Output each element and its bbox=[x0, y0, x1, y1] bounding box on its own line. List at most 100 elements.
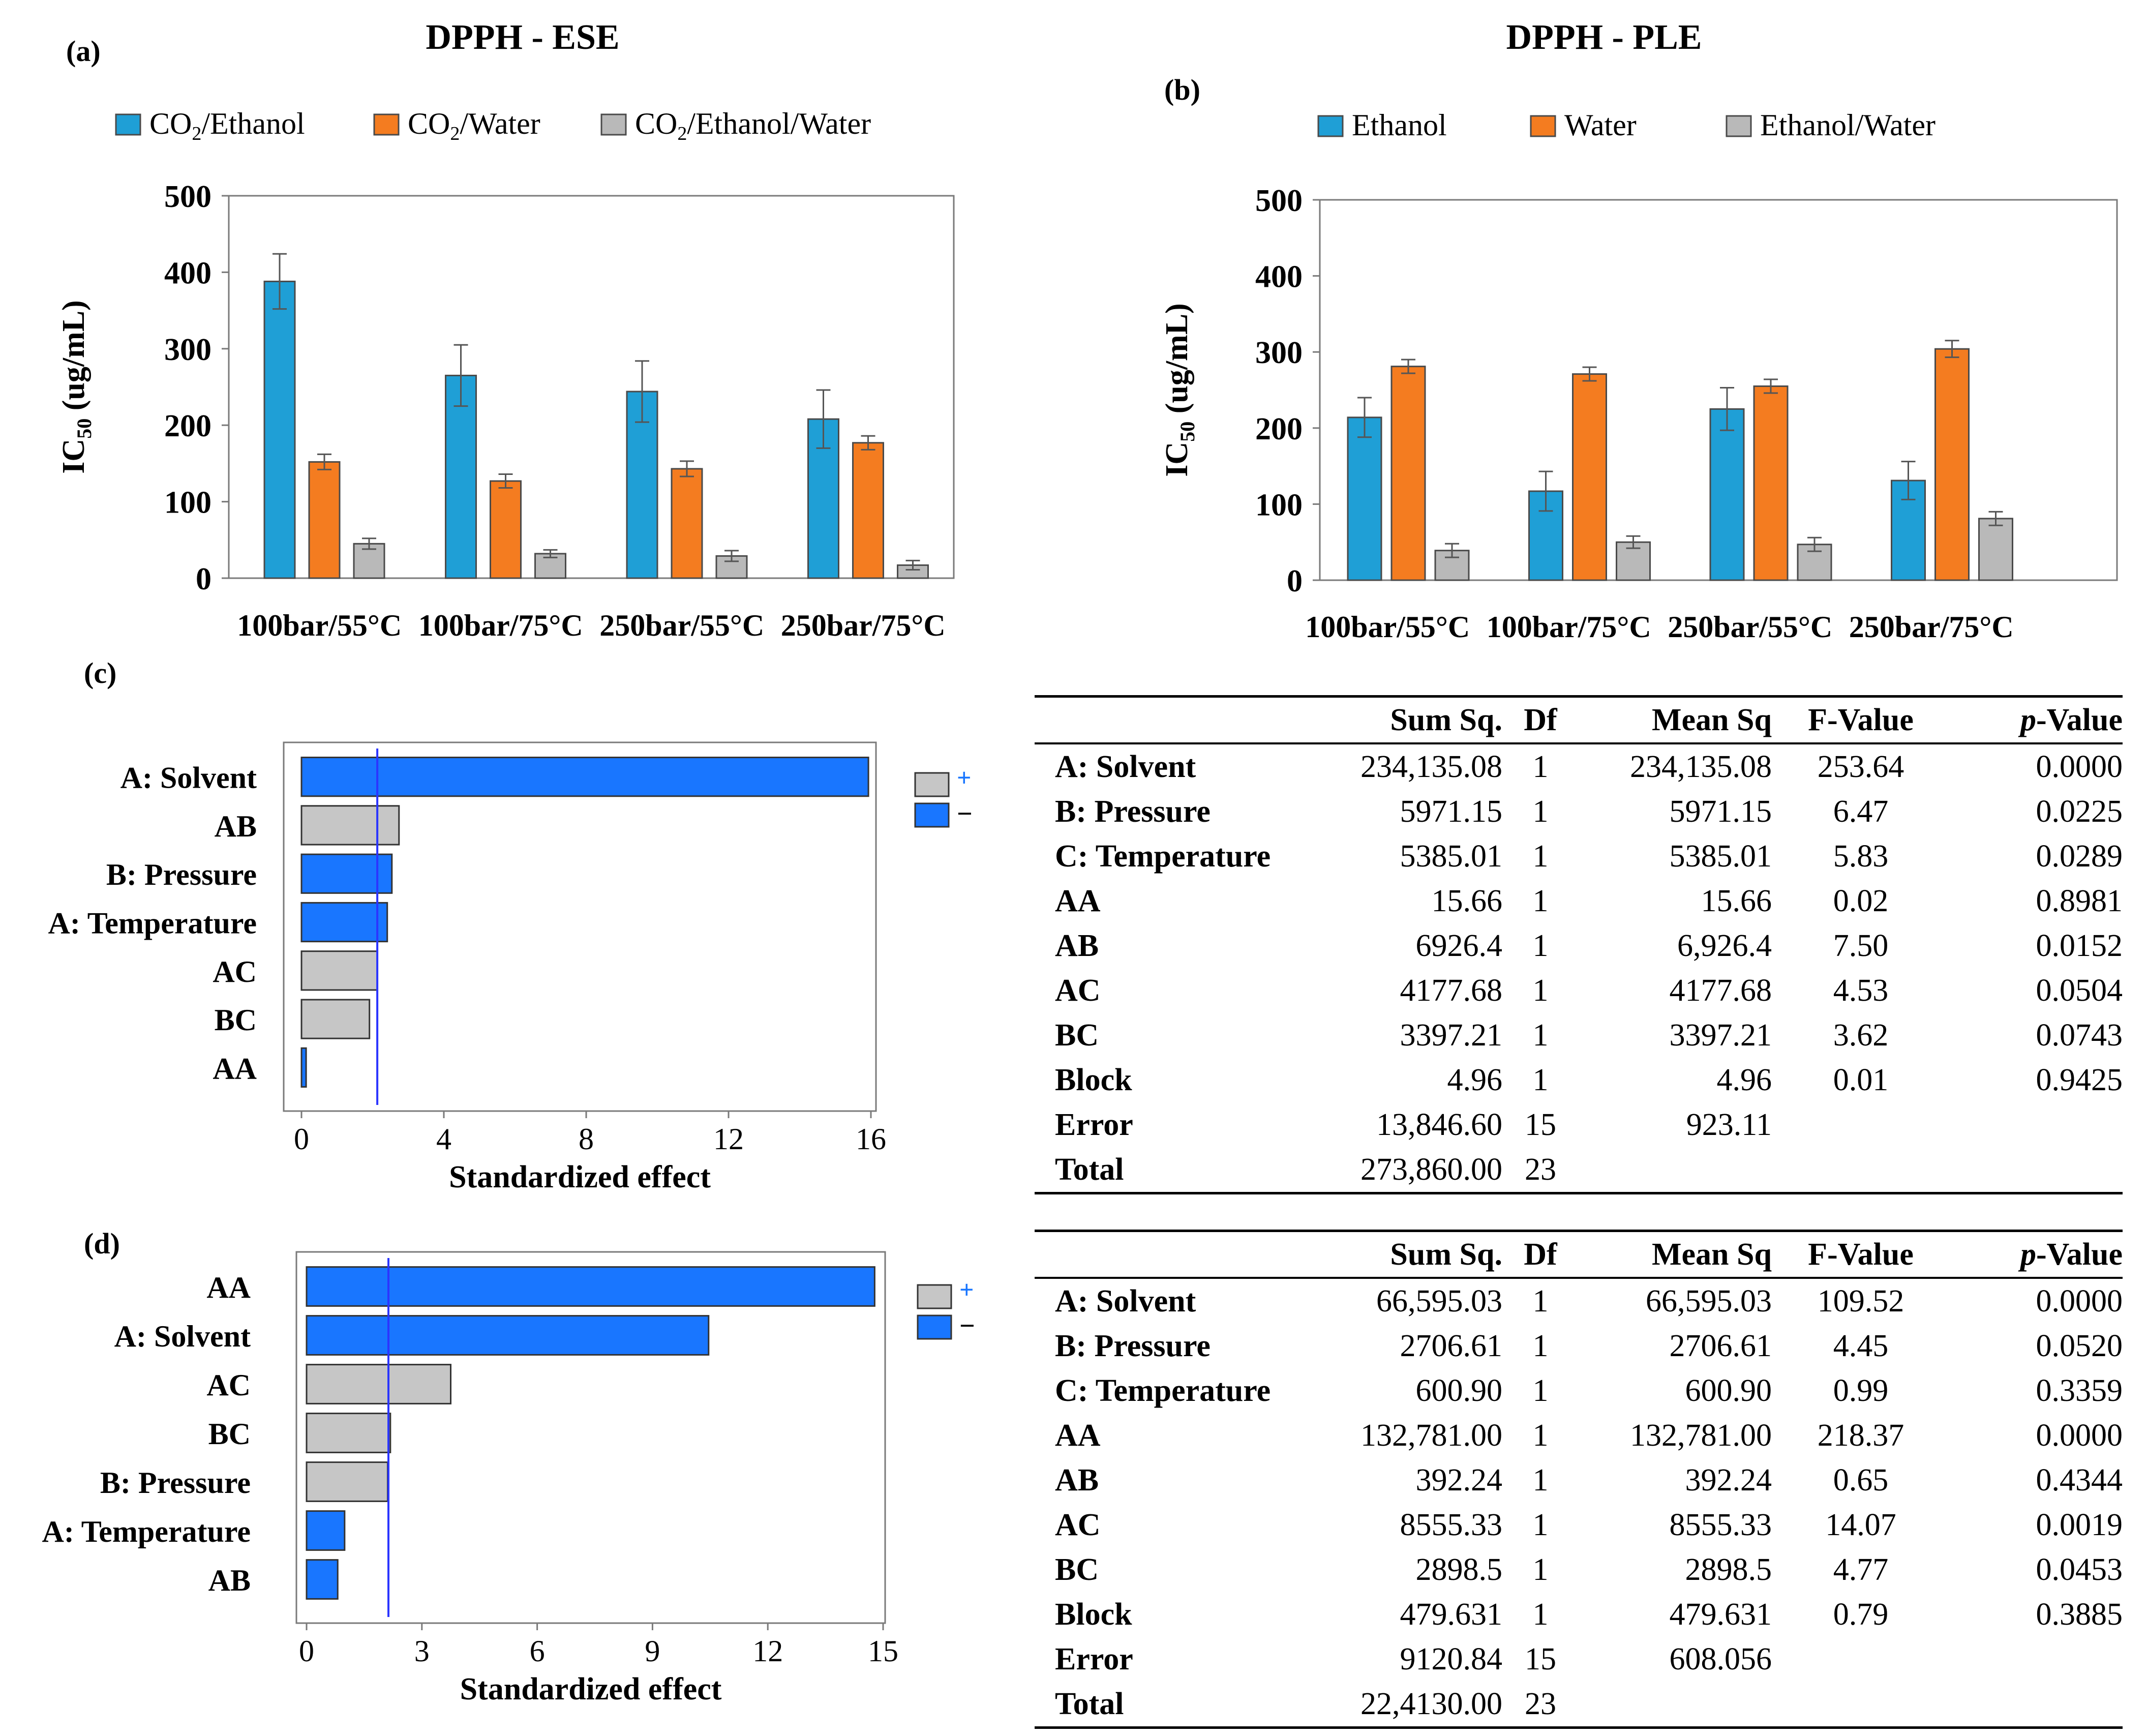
table-cell: 253.64 bbox=[1817, 749, 1904, 784]
table-cell: 8555.33 bbox=[1669, 1507, 1772, 1542]
table-row: AC 8555.33 1 8555.33 14.07 0.0019 bbox=[1035, 1503, 2123, 1547]
panel-tag-c: (c) bbox=[84, 656, 116, 690]
row-source: AA bbox=[1055, 1418, 1101, 1453]
row-source: A: Solvent bbox=[1055, 1283, 1196, 1319]
table-cell: 2898.5 bbox=[1685, 1552, 1772, 1587]
effect-label: A: Temperature bbox=[48, 907, 257, 940]
table-row: BC 3397.21 1 3397.21 3.62 0.0743 bbox=[1035, 1013, 2123, 1058]
effect-label: B: Pressure bbox=[106, 858, 257, 891]
table-cell: 0.99 bbox=[1833, 1373, 1889, 1408]
legend-label: CO2/Water bbox=[408, 107, 540, 144]
table-cell: 0.0504 bbox=[2036, 973, 2123, 1008]
effect-bar bbox=[300, 950, 378, 991]
effect-label: BC bbox=[208, 1417, 251, 1451]
bar-water bbox=[1390, 366, 1426, 581]
table-cell: 4.53 bbox=[1833, 973, 1889, 1008]
x-tick-label: 100bar/55°C bbox=[1305, 610, 1470, 644]
table-header-row: Sum Sq. Df Mean Sq F-Value p-Value bbox=[1035, 696, 2123, 744]
table-cell: 600.90 bbox=[1415, 1373, 1503, 1408]
effect-bar bbox=[306, 1266, 875, 1307]
x-tick-label: 16 bbox=[856, 1122, 886, 1156]
legend-minus: − bbox=[957, 798, 973, 829]
x-tick-label: 250bar/55°C bbox=[1668, 610, 1832, 644]
y-axis-label: IC50 (ug/mL) bbox=[56, 300, 96, 473]
row-source: B: Pressure bbox=[1055, 1328, 1211, 1363]
table-row: Total 273,860.00 23 bbox=[1035, 1147, 2123, 1193]
table-cell: 0.9425 bbox=[2036, 1062, 2123, 1097]
table-cell: 234,135.08 bbox=[1630, 749, 1772, 784]
x-axis-label: Standardized effect bbox=[449, 1160, 711, 1194]
table-cell: 3397.21 bbox=[1669, 1017, 1772, 1053]
legend-swatch bbox=[373, 113, 400, 136]
effect-bar bbox=[306, 1559, 339, 1600]
table-cell: 1 bbox=[1532, 1507, 1549, 1542]
table-cell: 923.11 bbox=[1686, 1107, 1772, 1142]
x-tick-label: 12 bbox=[752, 1634, 783, 1668]
bar-co2-water bbox=[671, 468, 703, 579]
legend-label-main: Ethanol/Water bbox=[1760, 108, 1936, 142]
table-cell: 15 bbox=[1525, 1641, 1556, 1677]
table-row: B: Pressure 5971.15 1 5971.15 6.47 0.0225 bbox=[1035, 789, 2123, 834]
y-tick-label: 300 bbox=[1255, 336, 1303, 370]
table-cell: 4.77 bbox=[1833, 1552, 1889, 1587]
row-source: B: Pressure bbox=[1055, 794, 1211, 829]
y-axis-label-unit: (ug/mL) bbox=[1160, 303, 1194, 422]
table-row: A: Solvent 66,595.03 1 66,595.03 109.52 0.000… bbox=[1035, 1278, 2123, 1324]
column-header: p-Value bbox=[2020, 1237, 2123, 1272]
x-tick-label: 9 bbox=[645, 1634, 660, 1668]
table-cell: 1 bbox=[1532, 928, 1549, 963]
legend-swatch bbox=[1530, 115, 1556, 137]
table-cell: 1 bbox=[1532, 1328, 1549, 1363]
table-cell bbox=[1950, 1102, 2123, 1147]
effect-bar bbox=[306, 1461, 389, 1502]
row-source: Total bbox=[1055, 1152, 1124, 1187]
effect-label: B: Pressure bbox=[100, 1466, 251, 1500]
table-cell: 0.3359 bbox=[2036, 1373, 2123, 1408]
bar-chart-a: 0 100 200 300 400 500 IC50 (ug/mL) 100bar/55°C 1… bbox=[56, 107, 955, 642]
bar-water bbox=[1934, 348, 1970, 581]
effect-bar bbox=[300, 999, 371, 1039]
table-row: C: Temperature 600.90 1 600.90 0.99 0.3359 bbox=[1035, 1368, 2123, 1413]
table-row: BC 2898.5 1 2898.5 4.77 0.0453 bbox=[1035, 1547, 2123, 1592]
legend-label-main: Water bbox=[1564, 108, 1637, 142]
table-cell: 4177.68 bbox=[1400, 973, 1503, 1008]
x-tick-label: 8 bbox=[579, 1122, 594, 1156]
x-axis-label: Standardized effect bbox=[460, 1672, 722, 1707]
table-cell: 6,926.4 bbox=[1677, 928, 1772, 963]
table-row: Error 9120.84 15 608.056 bbox=[1035, 1637, 2123, 1682]
row-source: AB bbox=[1055, 1462, 1099, 1498]
table-cell: 1 bbox=[1532, 1418, 1549, 1453]
table-cell: 2706.61 bbox=[1669, 1328, 1772, 1363]
table-cell: 4.96 bbox=[1447, 1062, 1503, 1097]
bar-ethanol bbox=[1709, 408, 1745, 581]
bar-water bbox=[1753, 385, 1789, 581]
effect-label: AA bbox=[213, 1052, 257, 1085]
column-header bbox=[1035, 697, 1329, 744]
table-cell bbox=[1950, 1682, 2123, 1728]
y-tick-label: 0 bbox=[1287, 564, 1303, 598]
table-cell: 5385.01 bbox=[1400, 839, 1503, 874]
table-cell: 1 bbox=[1532, 1373, 1549, 1408]
column-header bbox=[1035, 1231, 1329, 1278]
legend-swatch bbox=[600, 113, 627, 136]
effect-label: A: Solvent bbox=[114, 1320, 251, 1353]
y-tick-label: 400 bbox=[164, 256, 211, 290]
table-cell: 13,846.60 bbox=[1376, 1107, 1502, 1142]
effect-label: AA bbox=[206, 1271, 251, 1304]
column-header: Df bbox=[1524, 1237, 1557, 1272]
table-cell: 2898.5 bbox=[1415, 1552, 1503, 1587]
bar-co2-ethanol-water bbox=[353, 543, 385, 579]
table-cell: 0.0225 bbox=[2036, 794, 2123, 829]
effect-bar bbox=[300, 757, 869, 797]
effect-label: A: Temperature bbox=[42, 1515, 251, 1548]
y-tick-label: 500 bbox=[1255, 184, 1303, 218]
column-header: F-Value bbox=[1808, 1237, 1914, 1272]
column-header-italic: p bbox=[2020, 1237, 2037, 1272]
x-tick-label: 0 bbox=[299, 1634, 314, 1668]
panel-tag-b: (b) bbox=[1164, 73, 1200, 106]
y-axis-label-unit: (ug/mL) bbox=[56, 300, 91, 418]
table-row: AC 4177.68 1 4177.68 4.53 0.0504 bbox=[1035, 968, 2123, 1013]
table-cell: 0.0152 bbox=[2036, 928, 2123, 963]
